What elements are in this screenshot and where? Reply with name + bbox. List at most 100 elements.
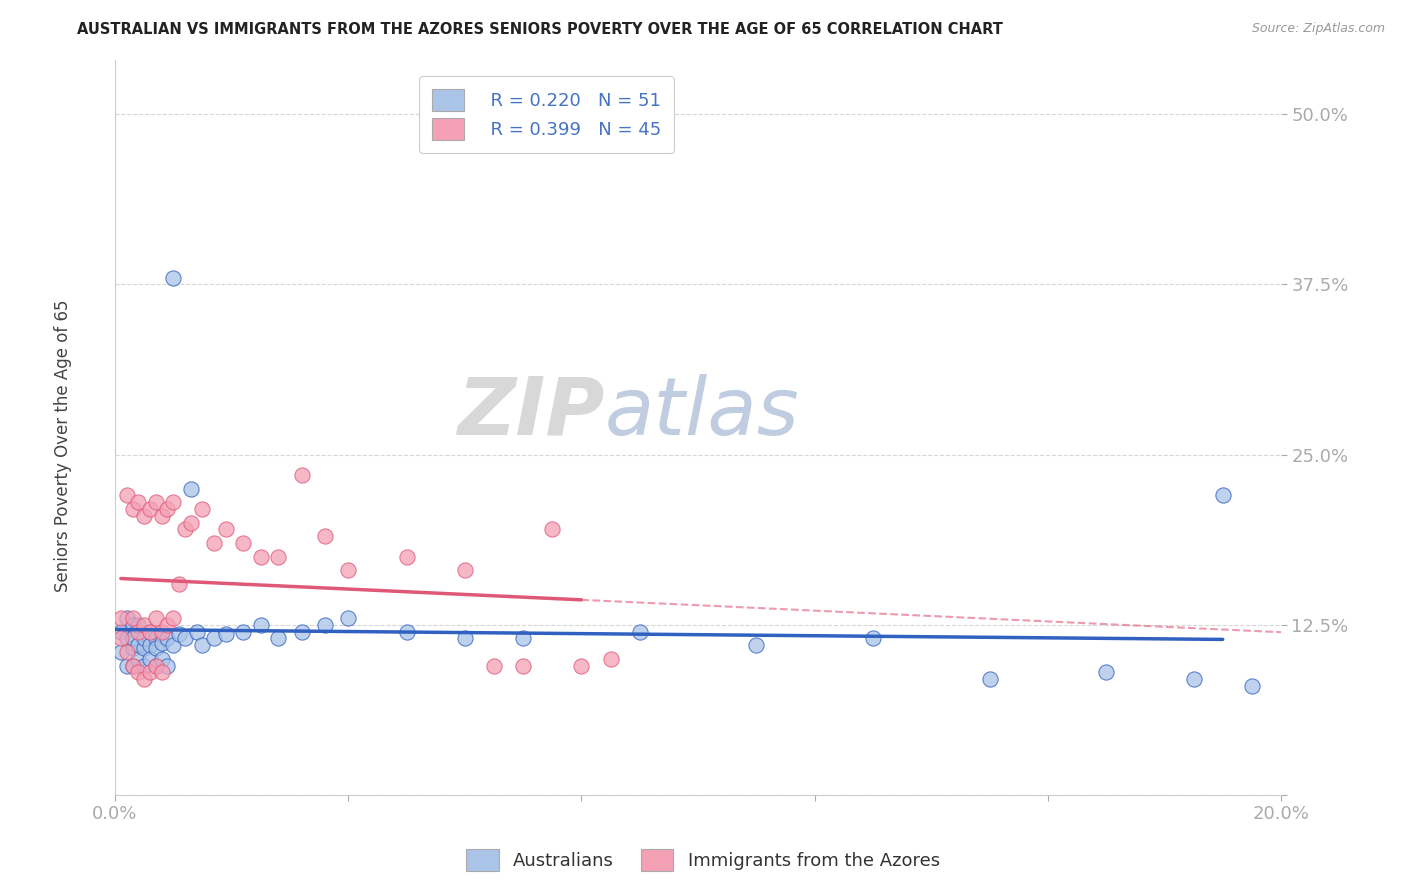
Point <box>745 638 768 652</box>
Point <box>1182 673 1205 687</box>
Point <box>180 482 202 496</box>
Point <box>167 627 190 641</box>
Point <box>314 529 336 543</box>
Point <box>139 624 162 639</box>
Point <box>1240 679 1263 693</box>
Point <box>110 632 132 646</box>
Text: Source: ZipAtlas.com: Source: ZipAtlas.com <box>1251 22 1385 36</box>
Point <box>139 624 162 639</box>
Point <box>121 617 143 632</box>
Point <box>162 270 184 285</box>
Point <box>134 632 156 646</box>
Point <box>191 502 214 516</box>
Point <box>139 652 162 666</box>
Point <box>115 611 138 625</box>
Point <box>395 624 418 639</box>
Point <box>156 617 179 632</box>
Point <box>202 536 225 550</box>
Point <box>115 645 138 659</box>
Point <box>115 658 138 673</box>
Point <box>862 632 884 646</box>
Point <box>110 624 132 639</box>
Point <box>121 640 143 655</box>
Text: Seniors Poverty Over the Age of 65: Seniors Poverty Over the Age of 65 <box>55 300 72 592</box>
Point <box>162 638 184 652</box>
Point <box>395 549 418 564</box>
Point <box>150 508 173 523</box>
Text: atlas: atlas <box>605 374 800 451</box>
Point <box>145 640 167 655</box>
Point <box>134 640 156 655</box>
Point <box>232 536 254 550</box>
Point <box>249 549 271 564</box>
Point <box>156 632 179 646</box>
Point <box>139 638 162 652</box>
Point <box>134 508 156 523</box>
Point <box>110 611 132 625</box>
Point <box>134 658 156 673</box>
Point <box>127 652 149 666</box>
Point <box>186 624 208 639</box>
Point <box>121 611 143 625</box>
Point <box>110 645 132 659</box>
Point <box>115 488 138 502</box>
Point <box>115 632 138 646</box>
Point <box>174 523 197 537</box>
Point <box>290 468 312 483</box>
Point <box>314 617 336 632</box>
Point <box>121 632 143 646</box>
Legend:   R = 0.220   N = 51,   R = 0.399   N = 45: R = 0.220 N = 51, R = 0.399 N = 45 <box>419 76 673 153</box>
Point <box>150 624 173 639</box>
Point <box>191 638 214 652</box>
Point <box>267 632 290 646</box>
Point <box>174 632 197 646</box>
Point <box>482 658 505 673</box>
Point <box>127 638 149 652</box>
Point <box>139 502 162 516</box>
Point <box>121 502 143 516</box>
Point <box>249 617 271 632</box>
Point <box>541 523 564 537</box>
Point <box>232 624 254 639</box>
Point <box>571 658 593 673</box>
Point <box>145 658 167 673</box>
Point <box>145 495 167 509</box>
Point <box>215 627 238 641</box>
Point <box>215 523 238 537</box>
Point <box>134 617 156 632</box>
Point <box>337 563 360 577</box>
Point <box>454 563 477 577</box>
Point <box>979 673 1001 687</box>
Point <box>599 652 621 666</box>
Point <box>1095 665 1118 680</box>
Point <box>150 635 173 649</box>
Point <box>121 658 143 673</box>
Point <box>202 632 225 646</box>
Point <box>454 632 477 646</box>
Legend: Australians, Immigrants from the Azores: Australians, Immigrants from the Azores <box>458 842 948 879</box>
Point <box>512 658 534 673</box>
Point <box>145 611 167 625</box>
Point <box>150 652 173 666</box>
Point <box>162 611 184 625</box>
Point <box>134 673 156 687</box>
Point <box>127 624 149 639</box>
Point <box>156 502 179 516</box>
Point <box>121 658 143 673</box>
Point <box>337 611 360 625</box>
Point <box>156 658 179 673</box>
Point <box>145 632 167 646</box>
Point <box>512 632 534 646</box>
Point <box>290 624 312 639</box>
Text: AUSTRALIAN VS IMMIGRANTS FROM THE AZORES SENIORS POVERTY OVER THE AGE OF 65 CORR: AUSTRALIAN VS IMMIGRANTS FROM THE AZORES… <box>77 22 1004 37</box>
Point <box>150 665 173 680</box>
Text: ZIP: ZIP <box>457 374 605 451</box>
Point <box>145 658 167 673</box>
Point <box>1212 488 1234 502</box>
Point <box>127 665 149 680</box>
Point <box>267 549 290 564</box>
Point <box>127 617 149 632</box>
Point <box>139 665 162 680</box>
Point <box>167 577 190 591</box>
Point <box>127 495 149 509</box>
